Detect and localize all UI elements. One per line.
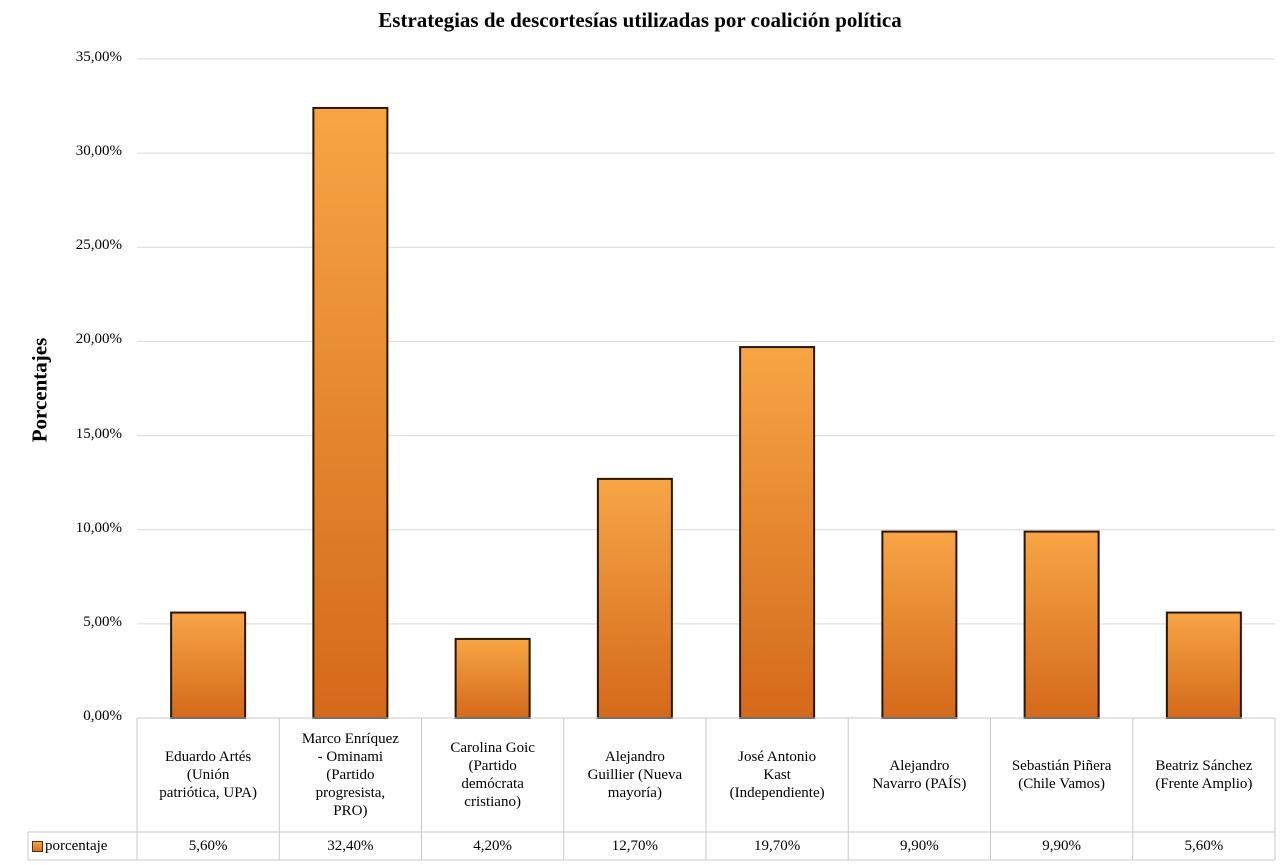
- y-tick-label: 10,00%: [75, 519, 122, 536]
- y-tick-label: 0,00%: [83, 708, 122, 724]
- y-tick-label: 35,00%: [75, 49, 122, 65]
- bar: [454, 637, 531, 719]
- data-label: 5,60%: [188, 837, 228, 854]
- x-tick-label: Marco Enríquez - Ominami (Partido progre…: [301, 731, 399, 819]
- x-tick-label: José Antonio Kast (Independiente): [729, 749, 825, 801]
- x-tick-label: Carolina Goic (Partido demócrata cristia…: [450, 740, 535, 810]
- data-label: 9,90%: [900, 837, 939, 854]
- chart-title: Estrategias de descortesías utilizadas p…: [378, 8, 902, 32]
- data-label: 9,90%: [1042, 837, 1081, 854]
- legend-swatch-icon: [32, 840, 43, 852]
- x-tick-label: Alejandro Guillier (Nueva mayoría): [587, 749, 683, 801]
- legend-entry: porcentaje: [28, 832, 137, 860]
- y-tick-label: 15,00%: [75, 425, 122, 442]
- bar: [1165, 611, 1242, 719]
- bar: [881, 530, 958, 720]
- x-tick-label: Eduardo Artés (Unión patriótica, UPA): [159, 749, 257, 801]
- bar: [170, 611, 247, 719]
- y-tick-label: 30,00%: [75, 143, 122, 160]
- data-label: 4,20%: [473, 837, 512, 854]
- x-tick-label: Alejandro Navarro (PAÍS): [872, 758, 967, 792]
- data-label: 12,70%: [611, 837, 658, 854]
- data-label: 32,40%: [327, 837, 374, 854]
- bar: [596, 477, 673, 719]
- y-tick-label: 25,00%: [75, 237, 122, 254]
- data-label: 5,60%: [1184, 837, 1224, 854]
- bar: [1023, 530, 1100, 720]
- y-tick-label: 20,00%: [75, 331, 122, 348]
- legend-label: porcentaje: [45, 837, 108, 854]
- data-label: 19,70%: [754, 837, 801, 854]
- bar: [312, 106, 389, 719]
- x-tick-label: Beatriz Sánchez (Frente Amplio): [1155, 758, 1253, 792]
- bar: [739, 346, 816, 719]
- y-tick-label: 5,00%: [83, 613, 122, 630]
- x-tick-label: Sebastián Piñera (Chile Vamos): [1011, 758, 1112, 792]
